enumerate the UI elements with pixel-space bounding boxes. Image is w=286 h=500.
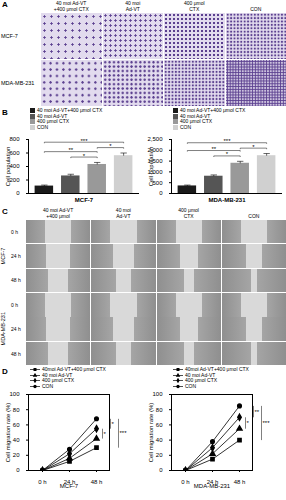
html-text:400 μmol CTX: 400 μmol CTX [180, 118, 213, 124]
svg-text:*: * [226, 151, 229, 157]
svg-text:**: ** [211, 146, 216, 152]
html-text:48 h: 48 h [11, 350, 21, 357]
html-text:0 h: 0 h [11, 301, 18, 308]
html-text:400 μmol CTX: 400 μmol CTX [185, 377, 218, 383]
html-text:+400 μmol CTX: +400 μmol CTX [53, 5, 89, 12]
svg-text:*: * [112, 421, 115, 427]
html-text:C: C [2, 207, 8, 216]
svg-text:0: 0 [16, 467, 20, 473]
html-text:400 μmol CTX: 400 μmol CTX [37, 118, 70, 124]
html-text:48 h: 48 h [11, 277, 21, 284]
html-text:40 moi Ad-VT: 40 moi Ad-VT [43, 207, 74, 213]
html-text:40 moi Ad-VT: 40 moi Ad-VT [42, 371, 73, 378]
html-text:40 moi Ad-VT: 40 moi Ad-VT [185, 371, 216, 378]
html-text:0 h: 0 h [11, 228, 18, 235]
html-text:40 moi Ad-VT+400 μmol CTX: 40 moi Ad-VT+400 μmol CTX [37, 107, 103, 113]
svg-text:20: 20 [156, 452, 163, 458]
svg-text:***: *** [223, 138, 231, 144]
svg-text:0: 0 [159, 467, 163, 473]
svg-text:2,000: 2,000 [147, 147, 163, 154]
svg-text:**: ** [68, 147, 73, 153]
html-text:CTX: CTX [189, 5, 200, 12]
html-text:40moi Ad-VT+400 μmol CTX: 40moi Ad-VT+400 μmol CTX [185, 366, 249, 372]
svg-text:0 h: 0 h [181, 479, 189, 485]
svg-text:48 h: 48 h [234, 479, 246, 485]
html-text:B: B [2, 108, 8, 117]
html-text:Ad-VT: Ad-VT [116, 212, 131, 219]
svg-text:*: * [247, 420, 250, 426]
html-text:40 moi Ad-VT: 40 moi Ad-VT [56, 0, 87, 6]
svg-text:80: 80 [156, 407, 163, 413]
html-text:400 μmol: 400 μmol [178, 207, 199, 213]
svg-text:60: 60 [156, 422, 163, 428]
html-text:40 moi: 40 moi [125, 0, 141, 6]
svg-text:***: *** [80, 138, 88, 144]
html-text:40 moi Ad-VT: 40 moi Ad-VT [37, 112, 68, 119]
svg-text:*: * [252, 144, 255, 150]
svg-text:800: 800 [9, 136, 20, 142]
html-text:CON: CON [37, 123, 49, 130]
svg-text:0 h: 0 h [38, 479, 46, 485]
svg-text:MDA-MB-231: MDA-MB-231 [208, 197, 246, 203]
svg-text:400: 400 [9, 163, 20, 169]
html-text:MDA-MB-231: MDA-MB-231 [0, 312, 6, 346]
svg-text:*: * [109, 143, 112, 149]
svg-text:*: * [104, 431, 107, 437]
html-text:CON: CON [42, 382, 54, 389]
svg-text:*: * [83, 153, 86, 159]
html-text:+400 μmol: +400 μmol [46, 212, 70, 219]
svg-text:80: 80 [13, 407, 20, 413]
html-text:40moi Ad-VT+400 μmol CTX: 40moi Ad-VT+400 μmol CTX [42, 366, 106, 372]
svg-text:**: ** [255, 409, 260, 415]
html-text:A: A [2, 0, 8, 9]
html-text:40 moi: 40 moi [115, 207, 131, 213]
html-text:40 moi Ad-VT+400 μmol CTX: 40 moi Ad-VT+400 μmol CTX [180, 107, 246, 113]
html-text:400 μmol CTX: 400 μmol CTX [42, 377, 75, 383]
html-text:MCF-7: MCF-7 [0, 247, 6, 265]
html-text:24 h: 24 h [11, 253, 21, 259]
svg-text:MDA-MB-231: MDA-MB-231 [194, 483, 231, 489]
svg-text:Cell population: Cell population [148, 147, 154, 187]
svg-text:1,000: 1,000 [147, 168, 163, 175]
html-text:CON: CON [248, 212, 260, 219]
svg-text:MCF-7: MCF-7 [75, 197, 94, 203]
html-text:CON: CON [250, 5, 262, 12]
html-text:MDA-MB-231: MDA-MB-231 [1, 80, 35, 86]
svg-text:***: *** [120, 430, 128, 436]
svg-text:***: *** [263, 420, 271, 426]
svg-text:Cell migration rate (%): Cell migration rate (%) [148, 403, 154, 463]
svg-text:2,500: 2,500 [147, 136, 163, 142]
svg-text:1,500: 1,500 [147, 158, 163, 164]
svg-text:100: 100 [152, 391, 163, 397]
html-text:CON: CON [180, 123, 192, 130]
svg-text:0: 0 [159, 190, 163, 196]
html-text:400 μmol: 400 μmol [183, 0, 205, 6]
svg-text:200: 200 [9, 177, 20, 183]
svg-text:48 h: 48 h [91, 479, 103, 485]
svg-text:Cell migration rate (%): Cell migration rate (%) [5, 403, 11, 463]
svg-text:Cell population: Cell population [5, 147, 11, 187]
svg-text:0: 0 [16, 190, 20, 196]
html-text:CON: CON [185, 382, 197, 389]
svg-text:40: 40 [13, 437, 20, 443]
html-text:Ad-VT: Ad-VT [125, 5, 140, 12]
svg-text:100: 100 [9, 391, 20, 397]
html-text:24 h: 24 h [11, 326, 21, 333]
html-text:MCF-7: MCF-7 [1, 33, 18, 39]
svg-text:500: 500 [152, 180, 163, 186]
html-text:CTX: CTX [183, 212, 194, 219]
svg-text:MCF-7: MCF-7 [60, 483, 79, 489]
svg-text:60: 60 [13, 422, 20, 428]
html-text:40 moi Ad-VT: 40 moi Ad-VT [180, 112, 211, 119]
html-text:D: D [2, 367, 8, 376]
svg-text:40: 40 [156, 437, 163, 443]
svg-text:600: 600 [9, 150, 20, 156]
svg-text:20: 20 [13, 452, 20, 458]
